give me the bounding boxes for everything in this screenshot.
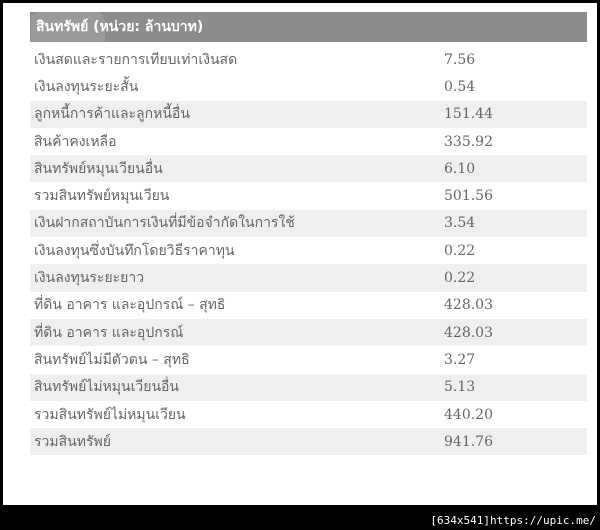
row-label: เงินสดและรายการเทียบเท่าเงินสด	[34, 51, 238, 68]
table-row: รวมสินทรัพย์ 941.76	[30, 428, 587, 456]
row-value: 428.03	[444, 297, 493, 314]
table-row: เงินสดและรายการเทียบเท่าเงินสด 7.56	[30, 46, 587, 73]
table-row: เงินลงทุนซึ่งบันทึกโดยวิธีราคาทุน 0.22	[30, 237, 587, 264]
table-row: ลูกหนี้การค้าและลูกหนี้อื่น 151.44	[30, 100, 587, 128]
row-label: เงินลงทุนระยะยาว	[34, 270, 145, 287]
row-value: 941.76	[444, 433, 493, 450]
row-label: เงินฝากสถาบันการเงินที่มีข้อจำกัดในการใช…	[34, 215, 295, 232]
row-label: เงินลงทุนระยะสั้น	[34, 78, 139, 95]
row-value: 3.27	[444, 351, 476, 368]
row-value: 3.54	[444, 215, 476, 232]
row-value: 0.22	[444, 270, 476, 287]
row-value: 0.22	[444, 242, 476, 259]
row-label: เงินลงทุนซึ่งบันทึกโดยวิธีราคาทุน	[34, 242, 235, 259]
table-row: ที่ดิน อาคาร และอุปกรณ์ – สุทธิ 428.03	[30, 292, 587, 319]
table-row: รวมสินทรัพย์ไม่หมุนเวียน 440.20	[30, 401, 587, 428]
row-value: 335.92	[444, 133, 493, 150]
row-label: ลูกหนี้การค้าและลูกหนี้อื่น	[34, 106, 190, 123]
table-row: สินทรัพย์หมุนเวียนอื่น 6.10	[30, 155, 587, 183]
row-value: 6.10	[444, 160, 476, 177]
assets-table: สินทรัพย์ (หน่วย: ล้านบาท) เงินสดและรายก…	[30, 12, 587, 456]
table-row: สินทรัพย์ไม่หมุนเวียนอื่น 5.13	[30, 373, 587, 401]
content-frame: สินทรัพย์ (หน่วย: ล้านบาท) เงินสดและรายก…	[3, 3, 597, 505]
row-label: สินทรัพย์ไม่มีตัวตน – สุทธิ	[34, 351, 190, 368]
row-label: รวมสินทรัพย์ไม่หมุนเวียน	[34, 406, 186, 423]
row-value: 501.56	[444, 188, 493, 205]
table-header: สินทรัพย์ (หน่วย: ล้านบาท)	[30, 12, 587, 42]
row-label: รวมสินทรัพย์	[34, 433, 111, 450]
row-label: รวมสินทรัพย์หมุนเวียน	[34, 188, 170, 205]
row-value: 7.56	[444, 51, 476, 68]
header-tab-shape	[30, 12, 105, 42]
row-label: สินทรัพย์ไม่หมุนเวียนอื่น	[34, 379, 179, 396]
row-value: 5.13	[444, 379, 476, 396]
table-body: เงินสดและรายการเทียบเท่าเงินสด 7.56 เงินลง…	[30, 46, 587, 456]
table-title: สินทรัพย์ (หน่วย: ล้านบาท)	[36, 19, 204, 35]
table-row: สินค้าคงเหลือ 335.92	[30, 128, 587, 155]
table-row: สินทรัพย์ไม่มีตัวตน – สุทธิ 3.27	[30, 346, 587, 373]
table-row: ที่ดิน อาคาร และอุปกรณ์ 428.03	[30, 318, 587, 347]
table-row: รวมสินทรัพย์หมุนเวียน 501.56	[30, 182, 587, 209]
row-value: 0.54	[444, 78, 476, 95]
row-value: 151.44	[444, 106, 493, 123]
row-value: 440.20	[444, 406, 493, 423]
table-row: เงินฝากสถาบันการเงินที่มีข้อจำกัดในการใช…	[30, 209, 587, 238]
row-label: ที่ดิน อาคาร และอุปกรณ์	[34, 324, 184, 341]
row-label: ที่ดิน อาคาร และอุปกรณ์ – สุทธิ	[34, 297, 226, 314]
row-label: สินค้าคงเหลือ	[34, 133, 117, 150]
row-value: 428.03	[444, 324, 493, 341]
row-label: สินทรัพย์หมุนเวียนอื่น	[34, 160, 163, 177]
watermark: [634x541]https://upic.me/	[430, 514, 596, 527]
table-row: เงินลงทุนระยะสั้น 0.54	[30, 73, 587, 100]
table-row: เงินลงทุนระยะยาว 0.22	[30, 264, 587, 292]
